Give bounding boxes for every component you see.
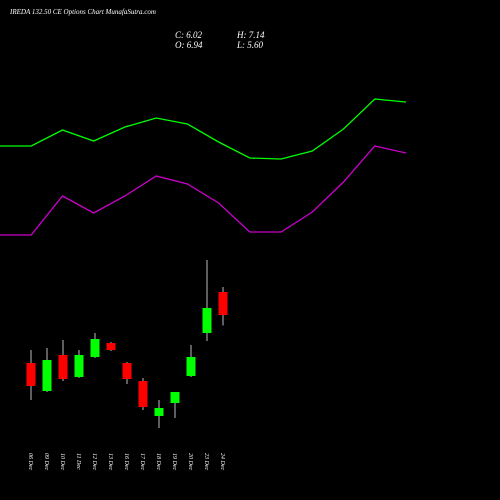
high-label: H: 7.14 bbox=[236, 30, 265, 40]
chart-title: IREDA 132.50 CE Options Chart MunafaSutr… bbox=[9, 8, 156, 16]
candle-body bbox=[218, 292, 228, 315]
open-label: O: 6.94 bbox=[175, 40, 203, 50]
candle-body bbox=[186, 357, 196, 376]
x-tick-label: 11 Dec bbox=[75, 453, 81, 470]
candle-body bbox=[106, 343, 116, 350]
candle-body bbox=[138, 381, 148, 407]
low-label: L: 5.60 bbox=[236, 40, 264, 50]
x-tick-label: 12 Dec bbox=[91, 453, 97, 470]
x-tick-label: 19 Dec bbox=[171, 453, 177, 470]
x-tick-label: 23 Dec bbox=[203, 453, 209, 470]
indicator-line bbox=[0, 145, 407, 236]
candle-body bbox=[202, 308, 212, 333]
candle-body bbox=[170, 392, 180, 403]
candle-body bbox=[26, 363, 36, 386]
x-tick-label: 09 Dec bbox=[43, 453, 49, 470]
candle-body bbox=[154, 408, 164, 416]
candle-body bbox=[74, 355, 84, 377]
x-tick-label: 13 Dec bbox=[107, 453, 113, 470]
candle-body bbox=[42, 360, 52, 391]
x-tick-label: 24 Dec bbox=[219, 453, 226, 470]
candle-body bbox=[122, 363, 132, 379]
x-tick-label: 17 Dec bbox=[139, 453, 145, 470]
x-tick-label: 16 Dec bbox=[123, 453, 129, 470]
x-tick-label: 18 Dec bbox=[155, 453, 161, 470]
candle-body bbox=[90, 339, 100, 357]
x-tick-label: 20 Dec bbox=[187, 453, 193, 470]
indicator-line bbox=[0, 98, 407, 160]
candle-body bbox=[58, 355, 68, 379]
x-tick-label: 06 Dec bbox=[27, 453, 33, 470]
close-label: C: 6.02 bbox=[175, 30, 203, 40]
x-tick-label: 10 Dec bbox=[59, 453, 65, 470]
